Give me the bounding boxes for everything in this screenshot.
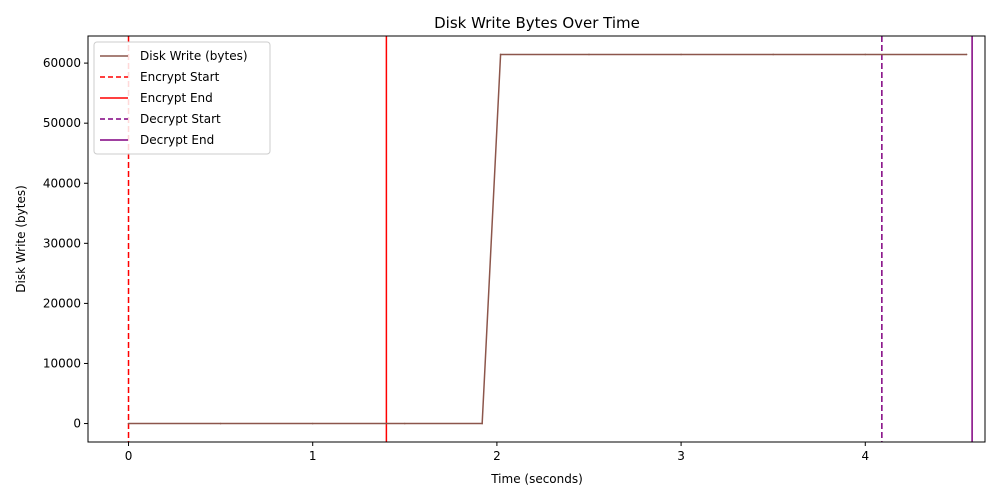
legend: Disk Write (bytes) Encrypt Start Encrypt E…	[93, 41, 271, 155]
y-axis: 0 10000 20000 30000 40000 50000 60000	[43, 56, 88, 431]
data-point	[311, 422, 314, 425]
data-point	[499, 53, 502, 56]
legend-label: Disk Write (bytes)	[140, 49, 248, 63]
x-tick-label: 0	[125, 449, 133, 463]
x-tick-label: 4	[861, 449, 869, 463]
y-tick-label: 0	[73, 417, 81, 431]
data-point	[864, 53, 867, 56]
legend-label: Decrypt End	[140, 133, 214, 147]
data-point	[680, 53, 682, 56]
legend-label: Encrypt End	[140, 91, 213, 105]
legend-label: Decrypt Start	[140, 112, 221, 126]
y-tick-label: 10000	[43, 356, 81, 370]
y-tick-label: 60000	[43, 56, 81, 70]
data-point	[404, 422, 406, 425]
x-axis-label: Time (seconds)	[490, 472, 583, 486]
data-point	[588, 53, 590, 56]
plot-area	[127, 36, 973, 442]
legend-box	[93, 41, 271, 155]
chart-title: Disk Write Bytes Over Time	[434, 14, 640, 32]
y-tick-label: 20000	[43, 296, 81, 310]
y-axis-label: Disk Write (bytes)	[14, 185, 28, 293]
legend-label: Encrypt Start	[140, 70, 220, 84]
data-point	[481, 422, 483, 425]
x-axis: 0 1 2 3 4	[125, 442, 869, 463]
data-point	[127, 422, 130, 425]
data-point	[772, 53, 774, 56]
x-tick-label: 2	[493, 449, 501, 463]
y-tick-label: 50000	[43, 116, 81, 130]
data-point	[219, 422, 222, 425]
y-tick-label: 30000	[43, 236, 81, 250]
axes-frame	[87, 35, 986, 443]
x-tick-label: 1	[309, 449, 317, 463]
data-point	[965, 53, 968, 56]
x-tick-label: 3	[677, 449, 685, 463]
y-tick-label: 40000	[43, 176, 81, 190]
